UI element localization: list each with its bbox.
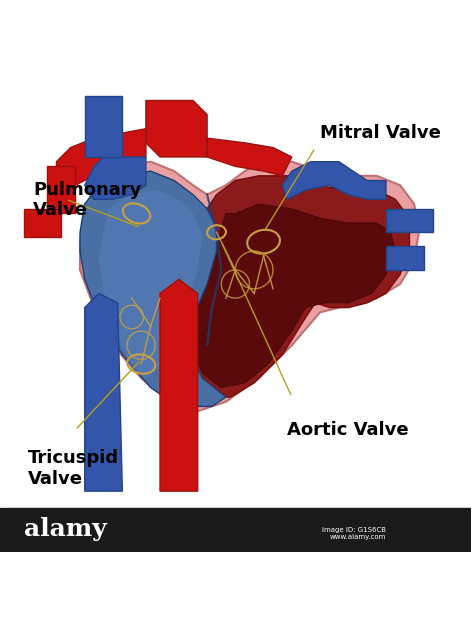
Polygon shape xyxy=(85,294,122,491)
Text: Mitral Valve: Mitral Valve xyxy=(320,124,441,142)
Text: Tricuspid
Valve: Tricuspid Valve xyxy=(28,449,119,488)
Polygon shape xyxy=(85,96,122,157)
Polygon shape xyxy=(207,138,292,176)
Polygon shape xyxy=(193,204,395,387)
Text: Aortic Valve: Aortic Valve xyxy=(287,420,409,439)
Polygon shape xyxy=(99,190,202,378)
Polygon shape xyxy=(160,280,198,491)
Polygon shape xyxy=(174,176,410,397)
Text: Pulmonary
Valve: Pulmonary Valve xyxy=(33,181,141,219)
Polygon shape xyxy=(85,157,146,199)
Text: alamy: alamy xyxy=(24,517,106,541)
Polygon shape xyxy=(283,162,386,199)
Polygon shape xyxy=(80,171,226,406)
Polygon shape xyxy=(386,209,433,232)
Polygon shape xyxy=(80,162,419,411)
Polygon shape xyxy=(56,129,146,185)
Text: Image ID: G1S6CB
www.alamy.com: Image ID: G1S6CB www.alamy.com xyxy=(322,527,386,540)
Polygon shape xyxy=(146,100,207,157)
Polygon shape xyxy=(386,247,424,270)
FancyBboxPatch shape xyxy=(0,508,471,552)
Polygon shape xyxy=(24,209,61,237)
Polygon shape xyxy=(47,166,75,214)
